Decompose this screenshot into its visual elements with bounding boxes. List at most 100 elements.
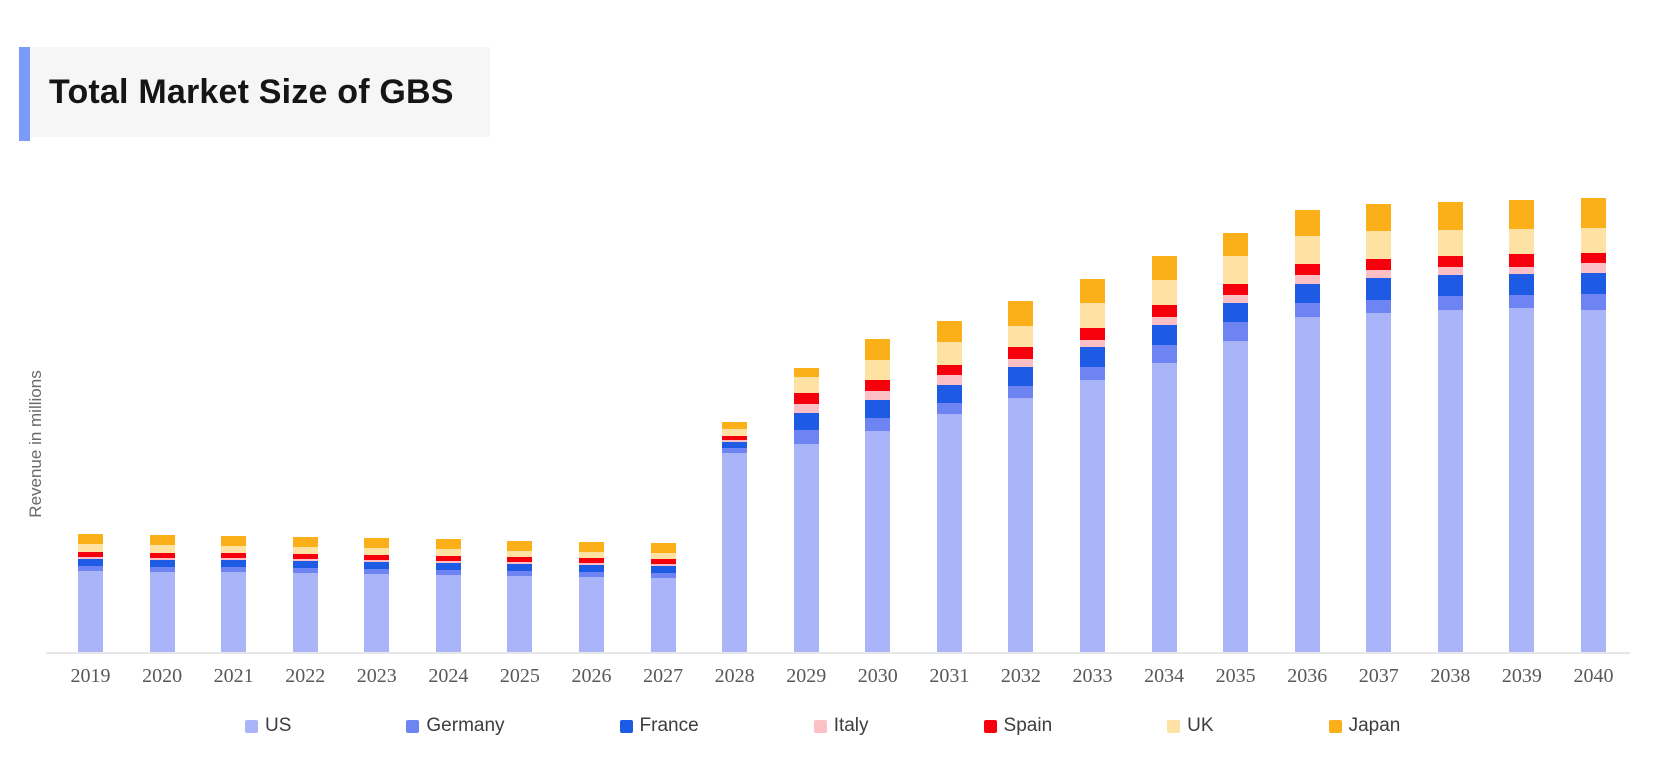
segment-uk-2031	[936, 342, 962, 365]
legend-item-us[interactable]: US	[245, 715, 291, 737]
segment-us-2030	[865, 431, 891, 653]
x-axis-label-2039: 2039	[1501, 665, 1542, 687]
segment-germany-2019	[78, 566, 103, 571]
segment-uk-2032	[1008, 326, 1034, 347]
bar-2024[interactable]	[433, 539, 463, 653]
segment-spain-2034	[1151, 305, 1177, 317]
bar-2033[interactable]	[1077, 279, 1107, 653]
segment-france-2033	[1079, 347, 1105, 367]
x-axis-label-2031: 2031	[929, 665, 970, 687]
segment-spain-2031	[936, 365, 962, 375]
bar-2023[interactable]	[362, 538, 392, 653]
x-axis-label-2033: 2033	[1072, 665, 1113, 687]
segment-germany-2029	[793, 430, 819, 444]
segment-uk-2029	[793, 377, 819, 393]
segment-uk-2022	[292, 547, 318, 554]
segment-italy-2033	[1079, 340, 1105, 347]
segment-germany-2020	[149, 567, 175, 572]
bar-2040[interactable]	[1578, 198, 1608, 653]
segment-france-2019	[78, 559, 103, 566]
x-axis-label-2036: 2036	[1287, 665, 1328, 687]
bar-2034[interactable]	[1149, 256, 1179, 653]
segment-japan-2030	[865, 339, 891, 360]
legend-item-germany[interactable]: Germany	[406, 715, 505, 737]
segment-us-2037	[1366, 313, 1392, 653]
bar-2022[interactable]	[290, 537, 320, 653]
segment-uk-2026	[578, 552, 604, 558]
bar-2020[interactable]	[147, 535, 177, 653]
bar-2038[interactable]	[1435, 202, 1465, 653]
bar-2027[interactable]	[648, 543, 678, 653]
segment-japan-2033	[1079, 279, 1105, 303]
segment-spain-2040	[1580, 253, 1606, 263]
segment-italy-2039	[1509, 267, 1535, 274]
segment-france-2025	[507, 564, 533, 571]
segment-uk-2040	[1580, 228, 1606, 253]
segment-spain-2039	[1509, 254, 1535, 267]
segment-spain-2036	[1294, 264, 1320, 275]
segment-italy-2022	[292, 559, 318, 561]
segment-uk-2028	[722, 429, 748, 436]
segment-italy-2035	[1223, 295, 1249, 303]
segment-spain-2037	[1366, 259, 1392, 270]
bar-2028[interactable]	[720, 422, 750, 653]
legend-label: US	[265, 715, 292, 736]
segment-germany-2031	[936, 403, 962, 414]
bar-2019[interactable]	[76, 534, 105, 653]
bar-2037[interactable]	[1364, 204, 1394, 653]
legend-item-uk[interactable]: UK	[1167, 715, 1214, 737]
header-accent-bar	[19, 47, 30, 141]
segment-uk-2025	[507, 551, 533, 557]
legend-swatch-italy	[813, 719, 827, 733]
x-axis-label-2032: 2032	[1000, 665, 1041, 687]
segment-us-2024	[435, 575, 461, 653]
segment-us-2029	[793, 444, 819, 653]
page-title: Total Market Size of GBS	[49, 72, 454, 111]
bar-2031[interactable]	[934, 321, 964, 653]
segment-germany-2025	[507, 571, 533, 576]
bar-2032[interactable]	[1006, 301, 1036, 653]
segment-uk-2036	[1294, 236, 1320, 264]
legend-item-spain[interactable]: Spain	[983, 715, 1052, 737]
segment-germany-2027	[650, 573, 676, 578]
segment-uk-2033	[1079, 303, 1105, 328]
segment-us-2038	[1437, 310, 1463, 653]
segment-spain-2032	[1008, 347, 1034, 359]
legend-swatch-spain	[983, 719, 997, 733]
bar-2021[interactable]	[219, 536, 249, 653]
legend-item-france[interactable]: France	[619, 715, 699, 737]
legend: US Germany France Italy Spain UK Japan	[245, 715, 1400, 737]
segment-italy-2029	[793, 404, 819, 413]
segment-spain-2038	[1437, 256, 1463, 267]
bar-2036[interactable]	[1292, 210, 1322, 653]
segment-japan-2023	[364, 538, 390, 548]
segment-us-2023	[364, 574, 390, 653]
segment-japan-2040	[1580, 198, 1606, 228]
segment-italy-2040	[1580, 263, 1606, 273]
segment-france-2040	[1580, 273, 1606, 294]
segment-uk-2021	[221, 546, 247, 553]
legend-label: Germany	[426, 715, 505, 736]
segment-us-2033	[1079, 380, 1105, 653]
legend-item-japan[interactable]: Japan	[1328, 715, 1400, 737]
bar-2039[interactable]	[1507, 200, 1537, 653]
segment-japan-2036	[1294, 210, 1320, 236]
segment-italy-2024	[435, 561, 461, 563]
segment-us-2026	[578, 577, 604, 653]
segment-france-2038	[1437, 275, 1463, 296]
segment-spain-2029	[793, 393, 819, 404]
x-axis-label-2034: 2034	[1144, 665, 1185, 687]
segment-italy-2034	[1151, 317, 1177, 325]
bar-2026[interactable]	[576, 542, 606, 653]
x-axis-label-2037: 2037	[1358, 665, 1399, 687]
segment-japan-2020	[149, 535, 175, 545]
segment-uk-2039	[1509, 229, 1535, 254]
bar-2035[interactable]	[1221, 233, 1251, 653]
segment-france-2027	[650, 566, 676, 573]
bar-2030[interactable]	[863, 339, 893, 653]
segment-spain-2033	[1079, 328, 1105, 340]
legend-item-italy[interactable]: Italy	[813, 715, 869, 737]
bar-2025[interactable]	[505, 541, 535, 653]
bar-2029[interactable]	[791, 368, 821, 653]
